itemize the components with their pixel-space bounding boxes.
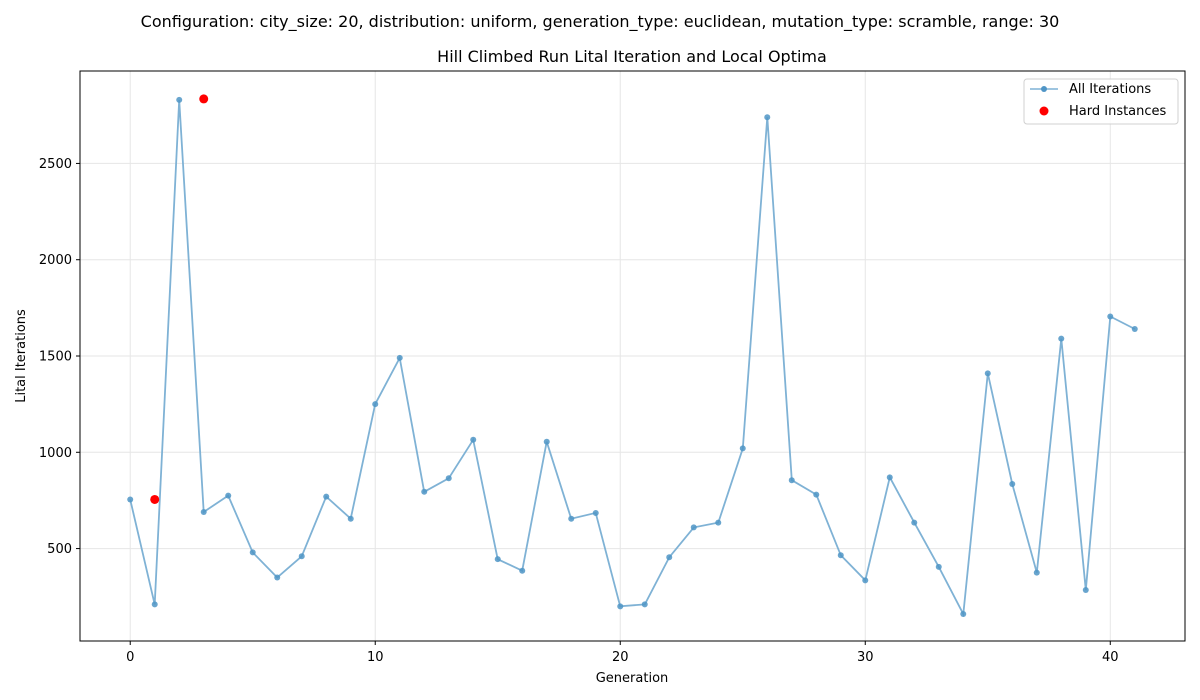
all-iterations-point [739, 445, 746, 452]
legend-marker-swatch [1041, 86, 1047, 92]
all-iterations-point [911, 519, 918, 526]
all-iterations-point [862, 577, 869, 584]
all-iterations-point [1009, 481, 1016, 488]
all-iterations-point [445, 475, 452, 482]
all-iterations-point [1131, 326, 1138, 333]
all-iterations-point [470, 436, 477, 443]
chart-title: Hill Climbed Run Lital Iteration and Loc… [437, 47, 827, 66]
all-iterations-point [764, 114, 771, 121]
grid-lines [80, 71, 1185, 641]
figure-suptitle: Configuration: city_size: 20, distributi… [140, 12, 1060, 31]
hard-instance-point [150, 494, 160, 504]
all-iterations-point [249, 549, 256, 556]
legend-label-hard-instances: Hard Instances [1069, 104, 1167, 119]
all-iterations-point [127, 496, 134, 503]
legend: All Iterations Hard Instances [1023, 78, 1179, 125]
x-tick-label: 0 [126, 650, 134, 665]
all-iterations-point [788, 477, 795, 484]
all-iterations-point [372, 401, 379, 408]
y-tick-label: 2000 [39, 253, 72, 268]
y-axis-label: Lital Iterations [14, 309, 29, 403]
all-iterations-point [690, 524, 697, 531]
y-tick-label: 1000 [39, 446, 72, 461]
all-iterations-point [298, 553, 305, 560]
all-iterations-point [1082, 586, 1089, 593]
all-iterations-point [543, 438, 550, 445]
legend-hard-swatch [1039, 106, 1049, 116]
all-iterations-point [200, 508, 207, 515]
y-tick-label: 1500 [39, 350, 72, 365]
all-iterations-point [984, 370, 991, 377]
all-iterations-point [1107, 313, 1114, 320]
all-iterations-point [323, 493, 330, 500]
all-iterations-point [396, 354, 403, 361]
all-iterations-point [666, 554, 673, 561]
all-iterations-point [592, 509, 599, 516]
legend-box [1023, 78, 1179, 125]
all-iterations-point [421, 488, 428, 495]
all-iterations-point [960, 611, 967, 618]
all-iterations-point [225, 492, 232, 499]
all-iterations-point [519, 567, 526, 574]
x-tick-label: 30 [857, 650, 874, 665]
x-tick-label: 40 [1102, 650, 1119, 665]
y-tick-label: 500 [47, 542, 72, 557]
all-iterations-point [715, 519, 722, 526]
legend-label-all-iterations: All Iterations [1069, 82, 1151, 97]
all-iterations-point [886, 474, 893, 481]
all-iterations-point [347, 515, 354, 522]
all-iterations-point [813, 491, 820, 498]
all-iterations-point [641, 601, 648, 608]
all-iterations-point [494, 556, 501, 563]
all-iterations-point [837, 552, 844, 559]
all-iterations-point [617, 603, 624, 610]
x-axis-label: Generation [596, 671, 669, 686]
all-iterations-point [1033, 569, 1040, 576]
x-axis-ticks: 0 10 20 30 40 [126, 641, 1119, 665]
all-iterations-point [935, 563, 942, 570]
hard-instance-point [199, 94, 209, 104]
all-iterations-line [129, 99, 1136, 618]
y-axis-ticks: 500 1000 1500 2000 2500 [39, 157, 80, 557]
all-iterations-point [568, 515, 575, 522]
all-iterations-point [151, 601, 158, 608]
series-layer [127, 94, 1138, 618]
y-tick-label: 2500 [39, 157, 72, 172]
x-tick-label: 10 [367, 650, 384, 665]
all-iterations-point [1058, 335, 1065, 342]
all-iterations-point [176, 96, 183, 103]
x-tick-label: 20 [612, 650, 629, 665]
all-iterations-point [274, 574, 281, 581]
